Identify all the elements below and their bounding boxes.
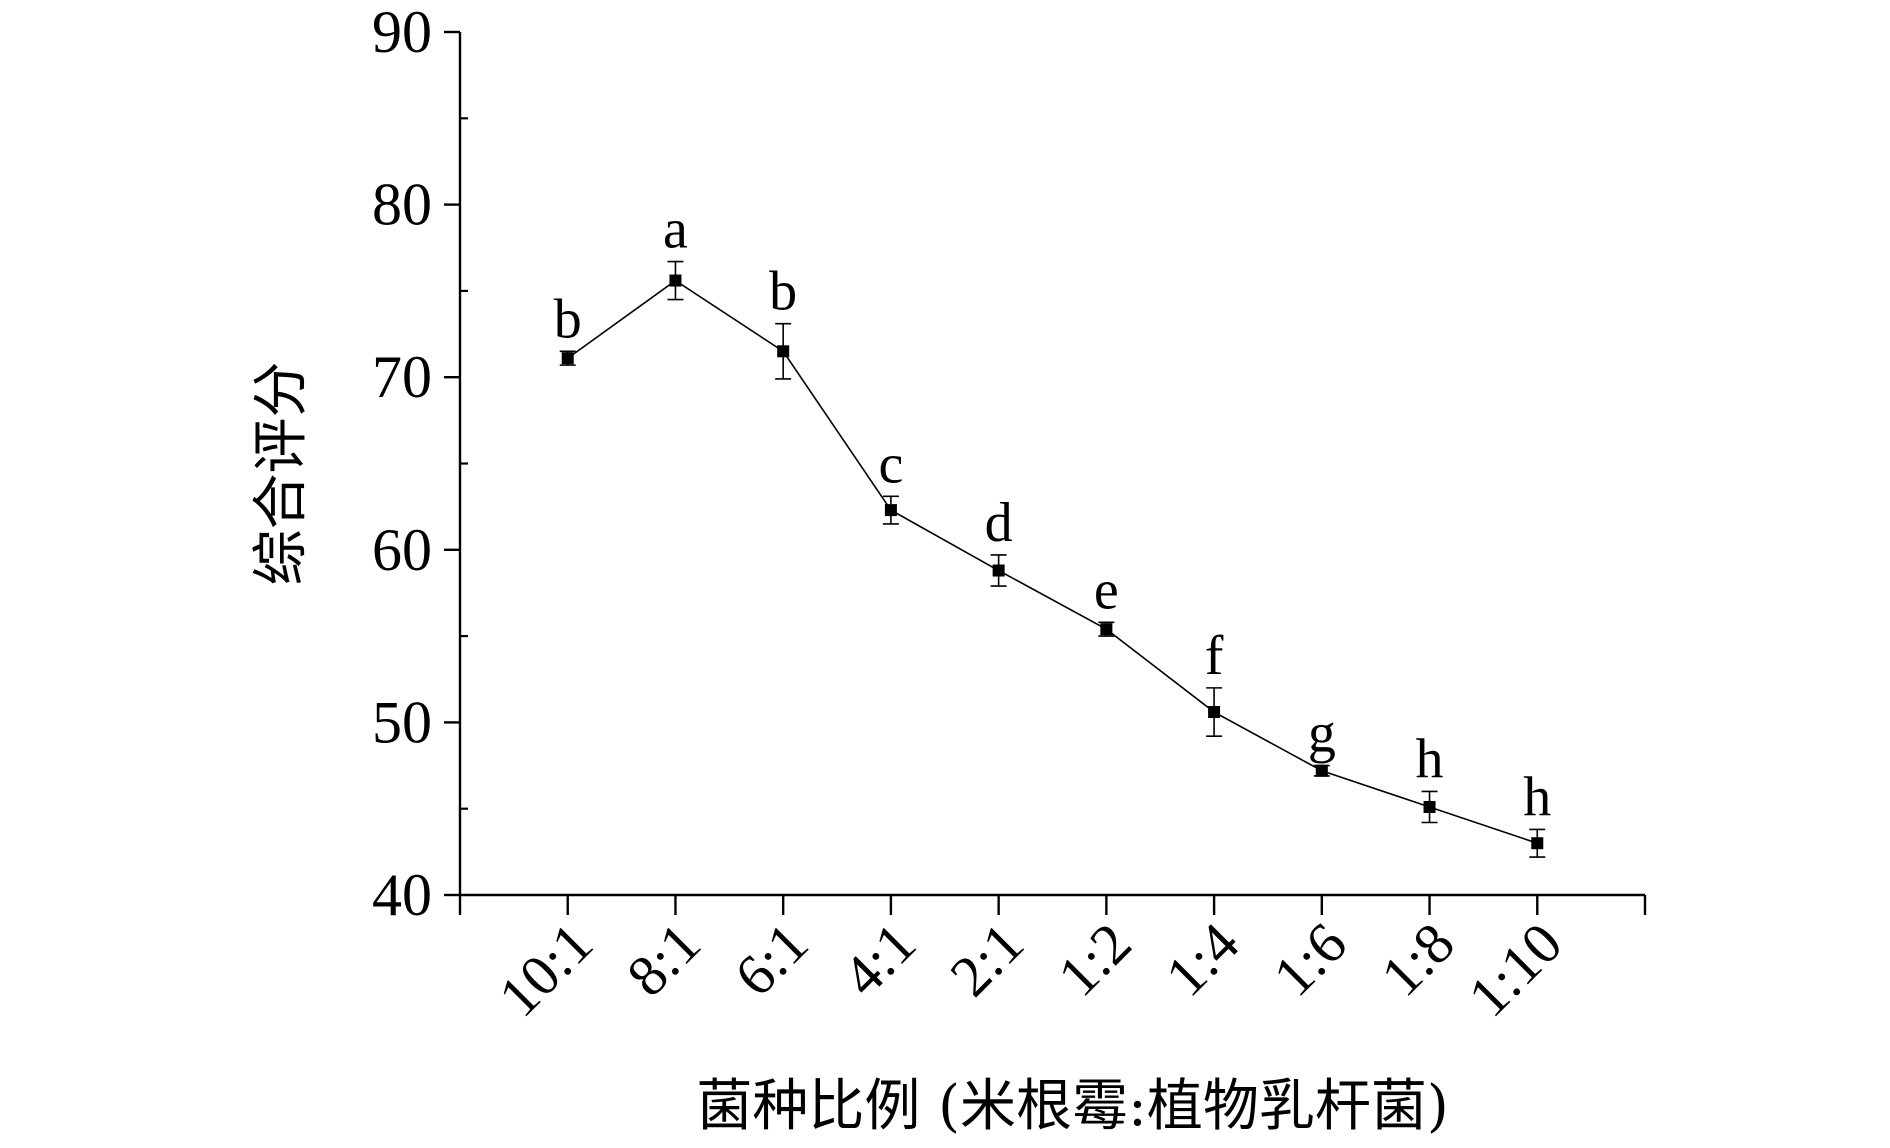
- x-tick-label: 1:10: [1456, 910, 1575, 1029]
- data-point: [777, 345, 790, 358]
- significance-label: h: [1523, 766, 1551, 828]
- axes: [458, 32, 1645, 897]
- data-point: [1531, 837, 1544, 850]
- y-tick-label: 80: [372, 172, 432, 238]
- significance-label: f: [1205, 625, 1224, 687]
- x-tick-label: 1:4: [1153, 910, 1251, 1008]
- data-point: [561, 352, 574, 365]
- significance-label: a: [663, 199, 688, 261]
- data-point: [884, 504, 897, 517]
- significance-label: d: [985, 492, 1013, 554]
- y-tick-label: 70: [372, 344, 432, 410]
- y-tick-label: 90: [372, 0, 432, 65]
- data-point: [1100, 623, 1113, 636]
- x-tick-label: 10:1: [486, 910, 605, 1029]
- x-tick-label: 4:1: [830, 910, 928, 1008]
- data-point: [1208, 706, 1221, 719]
- series-line: [567, 279, 1538, 844]
- x-tick-label: 1:6: [1261, 910, 1359, 1008]
- significance-label: b: [769, 261, 797, 323]
- significance-label: c: [878, 433, 903, 495]
- x-axis-title: 菌种比例 (米根霉:植物乳杆菌): [696, 1074, 1448, 1139]
- y-ticks: 40 50 60 70 80 90: [372, 0, 468, 928]
- x-tick-label: 1:2: [1045, 910, 1143, 1008]
- data-point: [669, 274, 682, 287]
- y-tick-label: 50: [372, 689, 432, 755]
- x-tick-label: 2:1: [937, 910, 1035, 1008]
- significance-label: h: [1416, 728, 1444, 790]
- data-point: [1315, 764, 1328, 777]
- significance-label: g: [1308, 703, 1336, 765]
- data-point: [992, 564, 1005, 577]
- y-tick-label: 40: [372, 862, 432, 928]
- x-tick-label: 8:1: [614, 910, 712, 1008]
- x-tick-label: 1:8: [1368, 910, 1466, 1008]
- significance-label: e: [1094, 559, 1119, 621]
- x-tick-label: 6:1: [722, 910, 820, 1008]
- data-point: [1423, 800, 1436, 813]
- significance-label: b: [554, 288, 582, 350]
- y-axis-title: 综合评分: [249, 362, 314, 586]
- plot-area: b a b c d e f g h h: [554, 199, 1551, 858]
- y-tick-label: 60: [372, 517, 432, 583]
- x-ticks: 10:1 8:1 6:1 4:1 2:1 1:2 1:4 1:6 1:81:10: [458, 895, 1647, 1029]
